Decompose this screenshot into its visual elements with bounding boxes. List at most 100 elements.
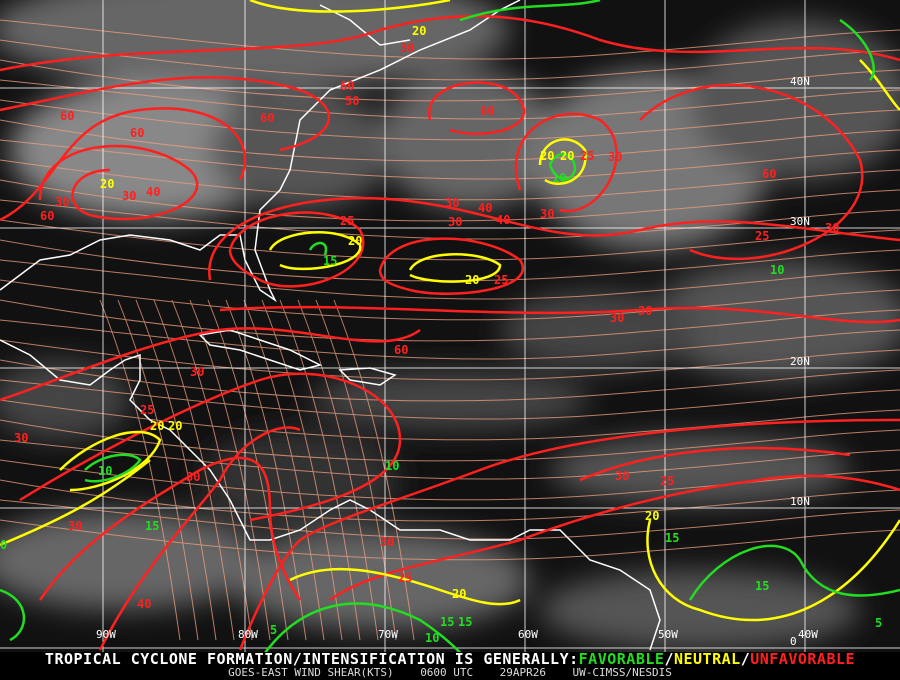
contour-label: 30 bbox=[448, 215, 462, 229]
contour-label: 20 bbox=[560, 149, 574, 163]
streamline bbox=[297, 299, 379, 641]
contour-label: 10 bbox=[770, 263, 784, 277]
contour-label: 25 bbox=[340, 214, 354, 228]
legend-favorable: FAVORABLE bbox=[578, 650, 665, 668]
contour-label: 30 bbox=[186, 470, 200, 484]
contour-label: 40 bbox=[496, 213, 510, 227]
longitude-label: 40W bbox=[798, 628, 818, 641]
contour-label: 20 bbox=[465, 273, 479, 287]
streamline bbox=[0, 439, 900, 480]
streamline bbox=[0, 259, 900, 300]
legend-unfavorable: UNFAVORABLE bbox=[750, 650, 856, 668]
streamline bbox=[153, 299, 235, 641]
contour-label: 15 bbox=[440, 615, 454, 629]
contour-label: 40 bbox=[478, 201, 492, 215]
streamline bbox=[0, 219, 900, 261]
latitude-label: 30N bbox=[790, 215, 810, 228]
longitude-label: 50W bbox=[658, 628, 678, 641]
contour-label: 20 bbox=[645, 509, 659, 523]
longitude-label: 70W bbox=[378, 628, 398, 641]
contour-label: 5 bbox=[875, 616, 882, 630]
contour-label: 60 bbox=[260, 111, 274, 125]
contour-label: 20 bbox=[412, 24, 426, 38]
conditions-legend: TROPICAL CYCLONE FORMATION/INTENSIFICATI… bbox=[0, 652, 900, 667]
contour-label: 60 bbox=[130, 126, 144, 140]
contour-label: 30 bbox=[122, 189, 136, 203]
latitude-label: 20N bbox=[790, 355, 810, 368]
valid-date: 29APR26 bbox=[499, 666, 547, 679]
contour-label: 60 bbox=[480, 104, 494, 118]
streamline bbox=[0, 159, 900, 201]
contour-label: 30 bbox=[55, 195, 69, 209]
streamline bbox=[0, 39, 900, 81]
streamline bbox=[135, 299, 217, 641]
streamline bbox=[99, 299, 181, 641]
streamline bbox=[0, 359, 900, 402]
streamline bbox=[0, 79, 900, 120]
valid-time: 0600 UTC bbox=[420, 666, 474, 679]
streamline bbox=[171, 299, 253, 641]
latitude-label: 0 bbox=[790, 635, 797, 648]
streamline bbox=[0, 419, 900, 462]
contour-label: 30 bbox=[380, 535, 394, 549]
streamline bbox=[0, 179, 900, 222]
product-info: GOES-EAST WIND SHEAR(KTS) 0600 UTC 29APR… bbox=[0, 667, 900, 679]
contour-label: 5 bbox=[270, 623, 277, 637]
product-name: GOES-EAST WIND SHEAR(KTS) bbox=[228, 666, 394, 679]
contour-label: 25 bbox=[494, 273, 508, 287]
contour-label: 30 bbox=[400, 41, 414, 55]
contour-label: 50 bbox=[345, 94, 359, 108]
contour-label: 15 bbox=[755, 579, 769, 593]
headline-prefix: TROPICAL CYCLONE FORMATION/INTENSIFICATI… bbox=[44, 650, 579, 668]
contour-label: 25 bbox=[580, 149, 594, 163]
contour-label: 20 bbox=[168, 419, 182, 433]
contour-label: 20 bbox=[348, 234, 362, 248]
contour-label: 15 bbox=[145, 519, 159, 533]
contour-label: 15 bbox=[323, 254, 337, 268]
streamlines bbox=[0, 19, 900, 641]
contour-label: 25 bbox=[660, 474, 674, 488]
streamline bbox=[0, 379, 900, 420]
contour-label: 60 bbox=[40, 209, 54, 223]
streamline bbox=[0, 479, 900, 522]
contour-label: 0 bbox=[0, 538, 7, 552]
contour-label: 30 bbox=[610, 311, 624, 325]
contour-label: 30 bbox=[14, 431, 28, 445]
contour-label: 30 bbox=[615, 469, 629, 483]
contour-label: 60 bbox=[394, 343, 408, 357]
product-caption: TROPICAL CYCLONE FORMATION/INTENSIFICATI… bbox=[0, 652, 900, 680]
contour-label: 25 bbox=[755, 229, 769, 243]
longitude-label: 90W bbox=[96, 628, 116, 641]
contour-label: 20 bbox=[452, 587, 466, 601]
streamline bbox=[117, 299, 199, 641]
contour-label: 10 bbox=[98, 464, 112, 478]
contour-label: 15 bbox=[458, 615, 472, 629]
streamline bbox=[0, 59, 900, 102]
contour-label: 15 bbox=[665, 531, 679, 545]
contour-label: 20 bbox=[150, 419, 164, 433]
contour-label: 10 bbox=[385, 459, 399, 473]
contour-label: 30 bbox=[638, 304, 652, 318]
streamline bbox=[0, 279, 900, 321]
contour-label: 30 bbox=[445, 196, 459, 210]
contour-label: 20 bbox=[540, 149, 554, 163]
contour-label: 10 bbox=[552, 171, 566, 185]
contour-label: 10 bbox=[425, 631, 439, 645]
contour-label: 60 bbox=[60, 109, 74, 123]
streamline bbox=[315, 299, 397, 641]
contour-label: 25 bbox=[398, 571, 412, 585]
streamline bbox=[261, 299, 343, 641]
separator: / bbox=[740, 650, 751, 668]
legend-neutral: NEUTRAL bbox=[673, 650, 741, 668]
streamline bbox=[0, 239, 900, 282]
streamline bbox=[0, 199, 900, 240]
contour-label: 30 bbox=[190, 365, 204, 379]
streamline bbox=[0, 99, 900, 141]
streamline bbox=[0, 139, 900, 180]
contour-label: 30 bbox=[68, 519, 82, 533]
contour-label: 40 bbox=[146, 185, 160, 199]
